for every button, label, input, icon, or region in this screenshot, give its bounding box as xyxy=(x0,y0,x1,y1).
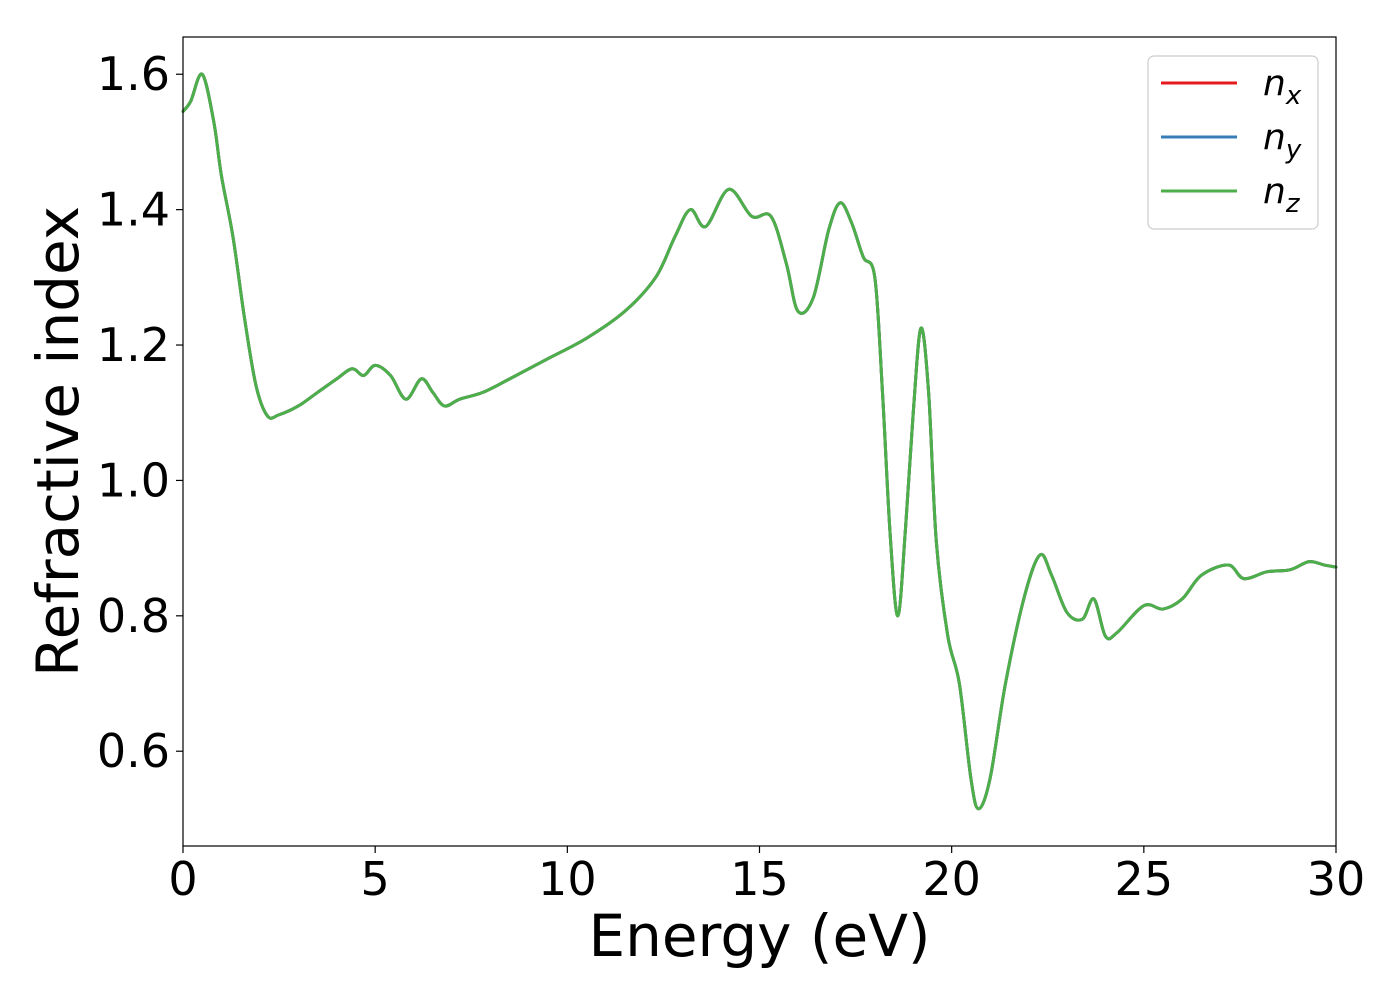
legend-label-n-y: ny xyxy=(1263,117,1302,165)
x-tick-label: 15 xyxy=(730,852,789,906)
y-axis-title: Refractive index xyxy=(24,206,92,677)
legend-label-main: n xyxy=(1263,117,1286,158)
legend-label-n-x: nx xyxy=(1263,63,1302,111)
y-tick-label: 1.6 xyxy=(97,47,170,101)
series-layer xyxy=(181,72,1338,811)
x-axis: 0 5 10 15 20 25 30 xyxy=(168,846,1365,906)
y-tick-label: 0.8 xyxy=(97,589,170,643)
x-tick-label: 10 xyxy=(538,852,597,906)
legend-label-main: n xyxy=(1263,171,1286,212)
legend-label-subscript: x xyxy=(1285,81,1302,111)
legend-box xyxy=(1147,55,1319,230)
y-tick-label: 1.0 xyxy=(97,453,170,507)
x-axis-title: Energy (eV) xyxy=(588,902,930,970)
y-axis: 0.6 0.8 1.0 1.2 1.4 1.6 xyxy=(97,47,183,778)
y-tick-label: 1.2 xyxy=(97,318,170,372)
x-tick-label: 30 xyxy=(1307,852,1366,906)
x-tick-label: 0 xyxy=(168,852,197,906)
legend-label-n-z: nz xyxy=(1263,171,1301,219)
x-tick-label: 20 xyxy=(922,852,981,906)
legend-label-subscript: z xyxy=(1285,189,1301,219)
legend-label-subscript: y xyxy=(1285,135,1302,165)
x-tick-label: 5 xyxy=(361,852,390,906)
legend-label-main: n xyxy=(1263,63,1286,104)
x-tick-label: 25 xyxy=(1115,852,1174,906)
y-tick-label: 1.4 xyxy=(97,183,170,237)
y-tick-label: 0.6 xyxy=(97,724,170,778)
series-line-n-z xyxy=(181,72,1338,811)
